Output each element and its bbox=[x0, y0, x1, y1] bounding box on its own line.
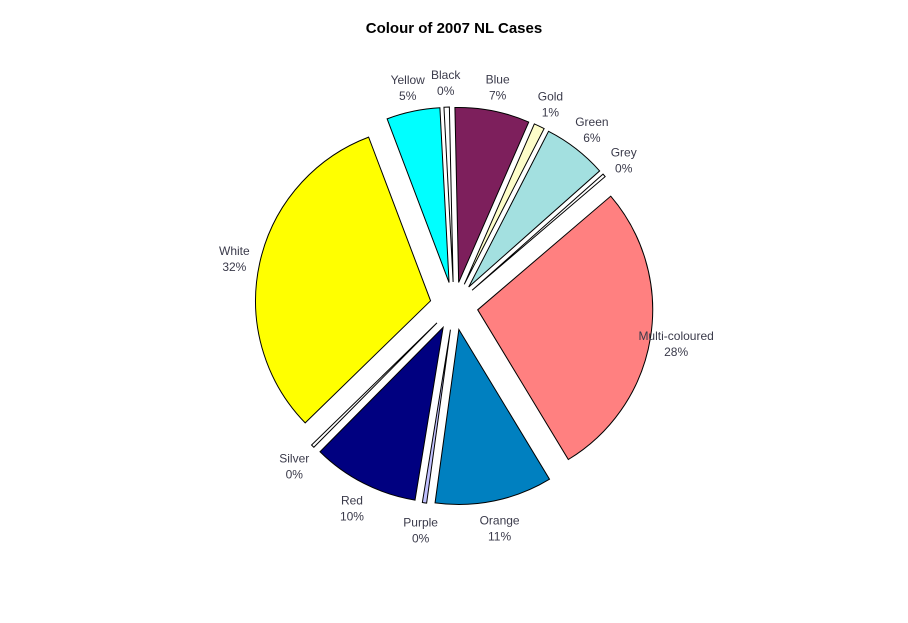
slice-label-white: White bbox=[219, 244, 250, 258]
pie-slice-multi-coloured bbox=[477, 195, 654, 461]
pie-slice-black bbox=[443, 106, 454, 283]
slice-percent-grey: 0% bbox=[615, 161, 633, 175]
slice-label-purple: Purple bbox=[403, 516, 438, 530]
slice-percent-multi-coloured: 28% bbox=[664, 345, 688, 359]
pie-slice-grey bbox=[471, 173, 606, 291]
slice-label-multi-coloured: Multi-coloured bbox=[638, 329, 713, 343]
slice-percent-yellow: 5% bbox=[399, 89, 417, 103]
pie-slice-silver bbox=[310, 322, 438, 448]
pie-slice-white bbox=[255, 136, 432, 424]
slice-label-blue: Blue bbox=[486, 72, 510, 86]
pie-slice-red bbox=[319, 325, 444, 501]
slice-percent-white: 32% bbox=[222, 260, 246, 274]
pie-slice-green bbox=[468, 130, 601, 288]
slice-percent-gold: 1% bbox=[542, 106, 560, 120]
slice-percent-red: 10% bbox=[340, 510, 364, 524]
pie-slice-purple bbox=[421, 329, 451, 504]
slice-label-black: Black bbox=[431, 68, 461, 82]
pie-slice-yellow bbox=[386, 107, 450, 283]
chart-title: Colour of 2007 NL Cases bbox=[365, 20, 543, 37]
pie-slice-orange bbox=[434, 328, 551, 505]
slice-percent-black: 0% bbox=[437, 84, 455, 98]
slice-percent-purple: 0% bbox=[412, 532, 430, 546]
slice-percent-orange: 11% bbox=[488, 529, 511, 543]
slice-percent-silver: 0% bbox=[286, 467, 304, 481]
slice-label-silver: Silver bbox=[279, 451, 309, 465]
pie-slice-gold bbox=[463, 123, 545, 285]
slice-label-orange: Orange bbox=[480, 513, 520, 527]
slice-label-grey: Grey bbox=[611, 145, 637, 159]
slice-label-yellow: Yellow bbox=[391, 73, 426, 87]
slice-label-green: Green bbox=[575, 115, 608, 129]
slice-percent-blue: 7% bbox=[489, 88, 507, 102]
slice-percent-green: 6% bbox=[583, 131, 601, 145]
slice-label-red: Red bbox=[341, 494, 363, 508]
pie-slice-blue bbox=[454, 106, 530, 283]
slice-label-gold: Gold bbox=[538, 90, 563, 104]
